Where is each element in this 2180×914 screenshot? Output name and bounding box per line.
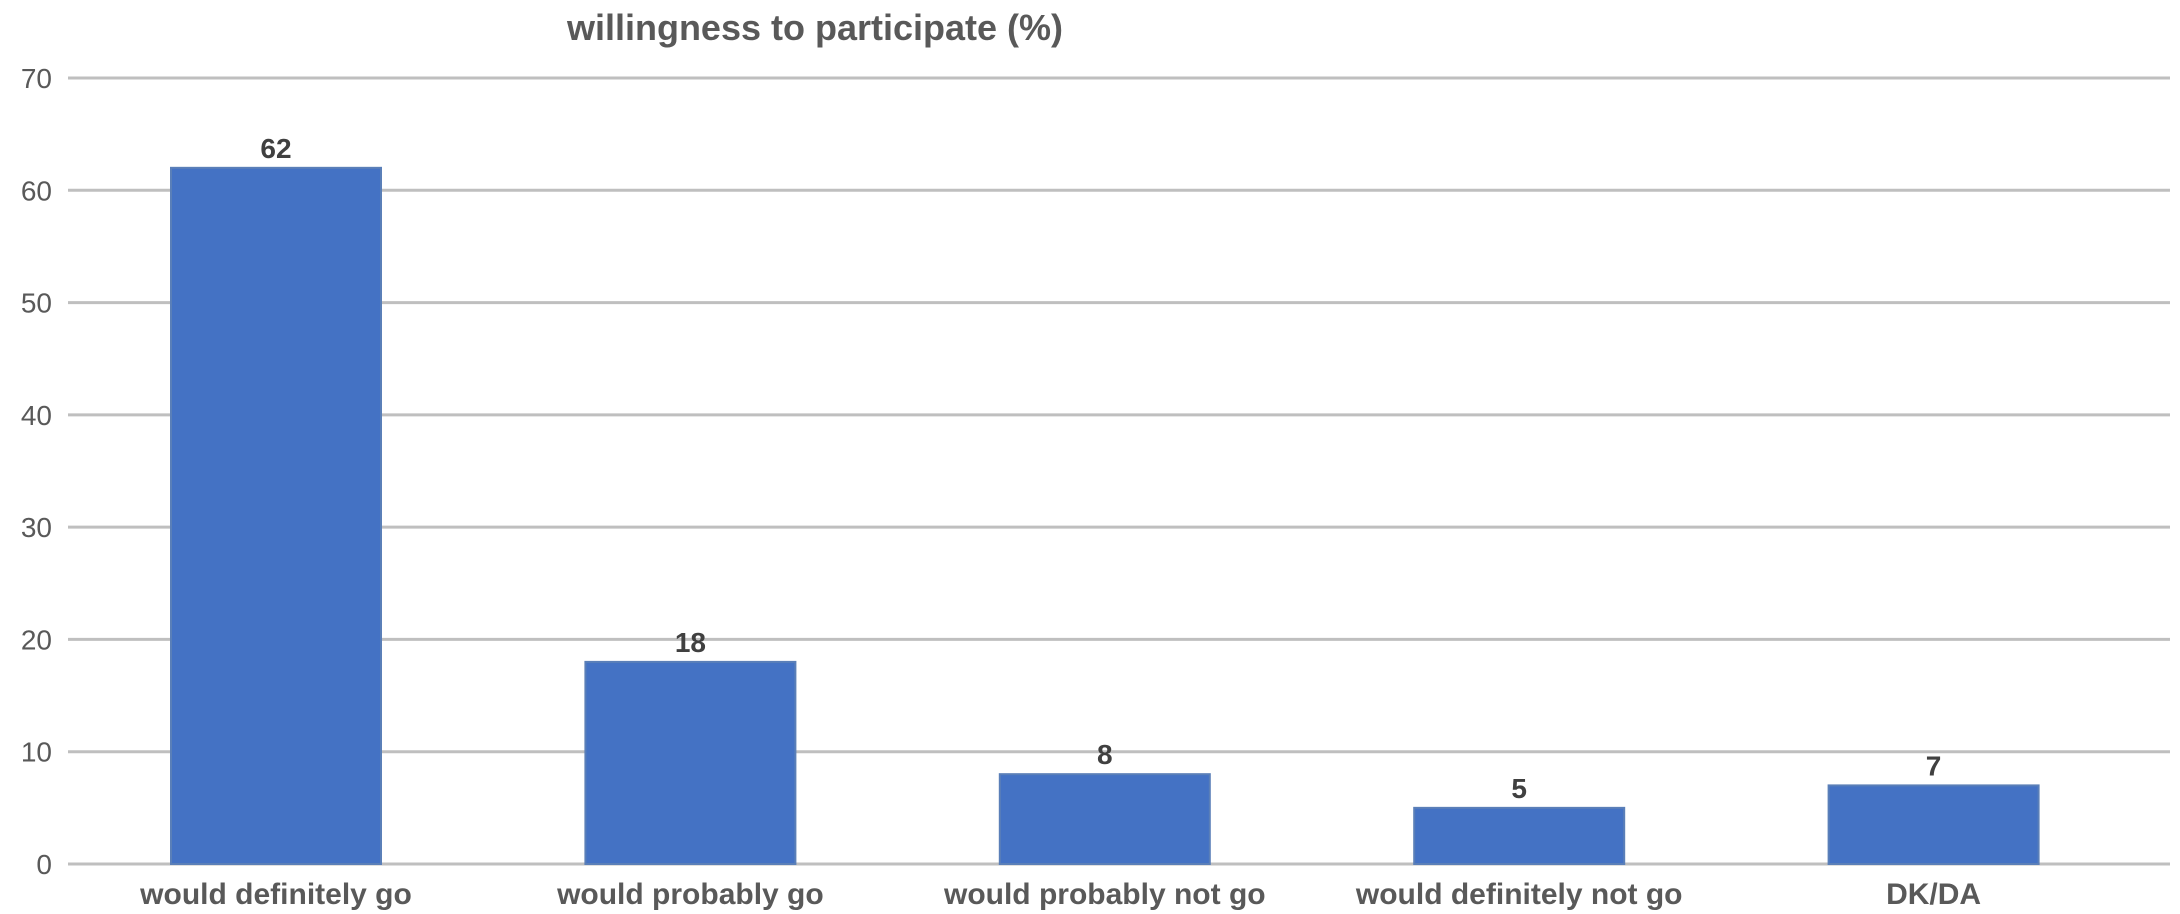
gridlines (68, 76, 2170, 866)
category-labels: would definitely go would probably go woul… (139, 878, 1981, 911)
y-tick-label: 30 (21, 512, 52, 543)
y-tick-label: 0 (36, 849, 52, 880)
data-label-1: 18 (675, 627, 706, 658)
y-tick-label: 40 (21, 400, 52, 431)
data-labels: 62 18 8 5 7 (260, 133, 1941, 804)
category-label-2: would probably not go (943, 878, 1266, 911)
category-label-3: would definitely not go (1355, 878, 1683, 911)
bar-0 (170, 166, 382, 866)
bar-4 (1827, 784, 2040, 866)
bars (170, 166, 2040, 866)
category-label-0: would definitely go (139, 878, 412, 911)
category-label-4: DK/DA (1886, 878, 1981, 911)
bar-1 (584, 660, 797, 866)
y-tick-label: 10 (21, 737, 52, 768)
y-axis-ticks: 0 10 20 30 40 50 60 70 (21, 63, 52, 880)
y-tick-label: 60 (21, 175, 52, 206)
bar-2 (998, 773, 1211, 866)
chart-title: willingness to participate (%) (566, 7, 1063, 48)
data-label-3: 5 (1511, 773, 1527, 804)
data-label-2: 8 (1097, 739, 1113, 770)
y-tick-label: 20 (21, 624, 52, 655)
data-label-0: 62 (260, 133, 291, 164)
bar-3 (1413, 806, 1626, 865)
y-tick-label: 70 (21, 63, 52, 94)
category-label-1: would probably go (556, 878, 824, 911)
data-label-4: 7 (1926, 750, 1942, 781)
y-tick-label: 50 (21, 288, 52, 319)
